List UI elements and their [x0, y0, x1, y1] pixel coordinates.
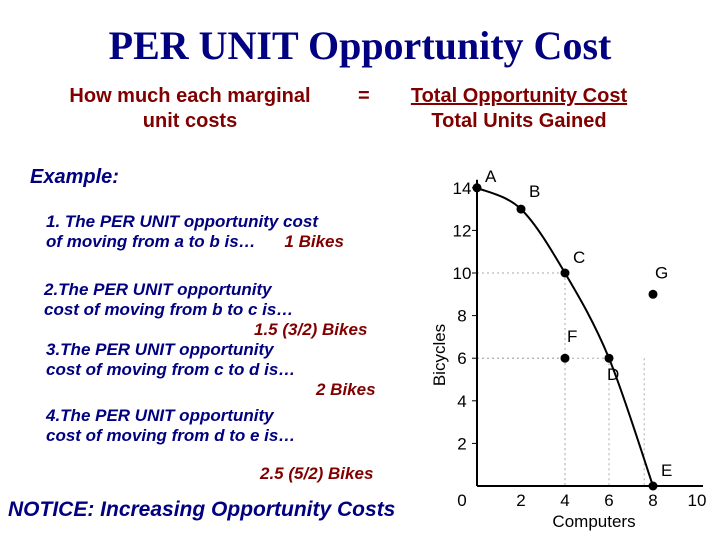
item-1-line-1: 1. The PER UNIT opportunity cost — [46, 212, 319, 231]
item-4-line-1: 4.The PER UNIT opportunity — [46, 406, 274, 425]
y-tick-label: 10 — [453, 264, 472, 283]
item-2-answer: 1.5 (3/2) Bikes — [254, 320, 368, 339]
example-item-2: 2.The PER UNIT opportunity cost of movin… — [44, 280, 404, 340]
item-2-line-1: 2.The PER UNIT opportunity — [44, 280, 272, 299]
point-d — [604, 353, 614, 363]
x-axis-label: Computers — [552, 512, 635, 531]
y-tick-label: 8 — [457, 307, 466, 326]
x-tick-label: 6 — [604, 491, 613, 510]
x-tick-label: 8 — [648, 491, 657, 510]
item-2-line-2: cost of moving from b to c is… — [44, 300, 294, 319]
example-item-3: 3.The PER UNIT opportunity cost of movin… — [46, 340, 406, 400]
point-g — [648, 289, 658, 299]
x-tick-label: 2 — [516, 491, 525, 510]
item-3-line-2: cost of moving from c to d is… — [46, 360, 296, 379]
definition-text: How much each marginal unit costs — [30, 84, 350, 134]
item-1-line-2: of moving from a to b is… 1 Bikes — [46, 232, 406, 252]
point-e — [648, 481, 658, 491]
x-tick-label: 0 — [457, 491, 466, 510]
y-tick-label: 2 — [457, 434, 466, 453]
point-label-c: C — [573, 248, 585, 267]
example-item-4: 4.The PER UNIT opportunity cost of movin… — [46, 406, 406, 446]
item-1-answer: 1 Bikes — [284, 232, 344, 251]
point-label-d: D — [607, 365, 619, 384]
equals-sign: = — [358, 85, 370, 107]
fraction-denominator: Total Units Gained — [431, 110, 607, 132]
data-points: A B C D E F G — [472, 167, 672, 491]
item-3-line-1: 3.The PER UNIT opportunity — [46, 340, 274, 359]
definition-line-2: unit costs — [142, 110, 238, 132]
definition-line-1: How much each marginal — [69, 85, 311, 107]
formula-fraction: Total Opportunity Cost Total Units Gaine… — [388, 84, 650, 134]
notice-text: NOTICE: Increasing Opportunity Costs — [8, 498, 396, 521]
point-label-a: A — [485, 167, 497, 186]
item-1-line-2-text: of moving from a to b is… — [46, 232, 256, 251]
point-label-e: E — [661, 461, 672, 480]
example-label: Example: — [30, 166, 119, 188]
point-label-g: G — [655, 263, 668, 282]
guide-lines — [477, 272, 645, 486]
fraction-numerator: Total Opportunity Cost — [410, 85, 628, 107]
item-4-answer: 2.5 (5/2) Bikes — [260, 464, 373, 484]
y-axis-label: Bicycles — [430, 324, 449, 386]
y-tick-label: 14 — [453, 179, 472, 198]
point-a — [472, 183, 482, 193]
item-4-line-2: cost of moving from d to e is… — [46, 426, 296, 445]
slide-title: PER UNIT Opportunity Cost — [108, 23, 612, 68]
ppf-curve — [476, 186, 654, 487]
y-tick-label: 4 — [457, 392, 466, 411]
y-tick-label: 6 — [457, 349, 466, 368]
item-4-answer-text: 2.5 (5/2) Bikes — [260, 464, 374, 483]
x-tick-label: 4 — [560, 491, 569, 510]
point-c — [560, 268, 570, 278]
x-tick-label: 10 — [688, 491, 707, 510]
point-b — [516, 204, 526, 214]
axis-ticks: 0 2 4 6 8 10 2 4 6 8 10 12 14 — [453, 179, 707, 510]
item-3-answer: 2 Bikes — [316, 380, 376, 399]
point-label-b: B — [529, 182, 540, 201]
y-tick-label: 12 — [453, 221, 472, 240]
example-item-1: 1. The PER UNIT opportunity cost of movi… — [46, 212, 406, 252]
point-label-f: F — [567, 327, 577, 346]
point-f — [560, 353, 570, 363]
